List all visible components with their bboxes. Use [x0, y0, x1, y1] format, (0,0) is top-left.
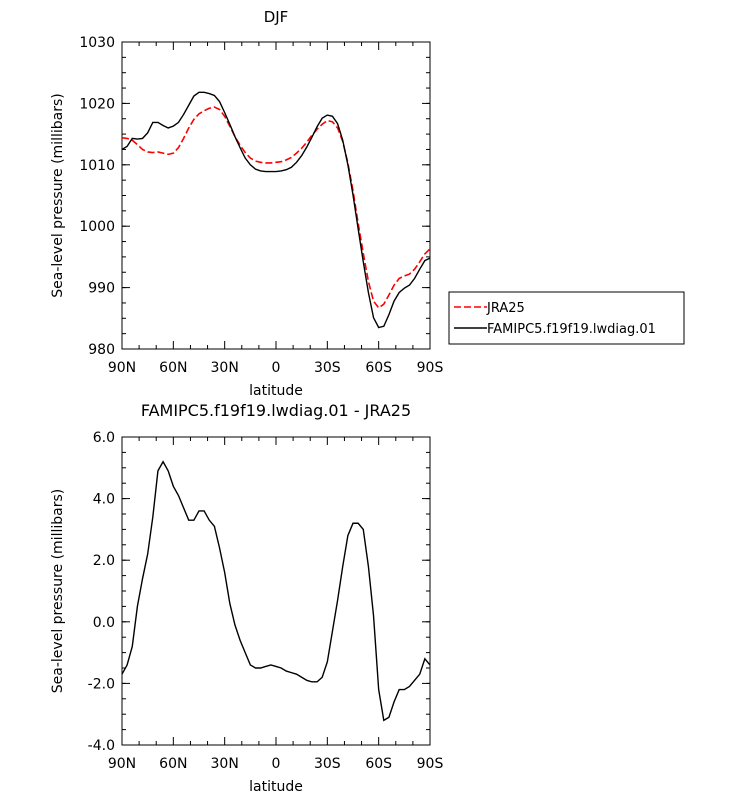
- x-tick-label: 30S: [314, 756, 341, 772]
- y-tick-label: -2.0: [88, 676, 115, 692]
- x-tick-label: 60N: [159, 360, 187, 376]
- y-tick-label: 2.0: [93, 553, 115, 569]
- x-tick-label: 0: [272, 756, 281, 772]
- y-tick-label: 1000: [79, 219, 115, 235]
- x-tick-label: 60S: [365, 360, 392, 376]
- y-tick-label: 980: [88, 342, 115, 358]
- chart-legend: JRA25 FAMIPC5.f19f19.lwdiag.01: [448, 291, 685, 345]
- x-axis-label: latitude: [249, 383, 303, 399]
- y-tick-label: 4.0: [93, 492, 115, 508]
- x-tick-label: 90N: [108, 360, 136, 376]
- y-axis-label: Sea-level pressure (millibars): [50, 489, 66, 693]
- series-line-famipc5-f19f19-lwdiag-01: [122, 91, 430, 329]
- x-tick-label: 90S: [417, 360, 444, 376]
- x-tick-label: 90S: [417, 756, 444, 772]
- series-line-jra25: [122, 106, 430, 309]
- chart-title: FAMIPC5.f19f19.lwdiag.01 - JRA25: [141, 401, 411, 420]
- x-tick-label: 30N: [211, 756, 239, 772]
- y-tick-label: 1010: [79, 158, 115, 174]
- bottom-chart-panel: FAMIPC5.f19f19.lwdiag.01 - JRA25 90N 60N 30…: [50, 401, 443, 795]
- legend-box: [448, 291, 685, 345]
- y-tick-label: 1030: [79, 35, 115, 51]
- chart-title: DJF: [264, 8, 289, 26]
- plot-frame: [121, 436, 431, 746]
- y-tick-label: 6.0: [93, 430, 115, 446]
- y-tick-label: 990: [88, 281, 115, 297]
- x-axis-label: latitude: [249, 779, 303, 795]
- top-chart-panel: DJF 90N 60N 30N 0 30S 60S 90S 980 990 1000 1010 1020…: [50, 8, 685, 399]
- y-axis-label: Sea-level pressure (millibars): [50, 93, 66, 297]
- legend-label: FAMIPC5.f19f19.lwdiag.01: [487, 322, 656, 337]
- legend-label: JRA25: [486, 301, 525, 316]
- series-line-difference: [122, 460, 430, 722]
- x-tick-label: 60N: [159, 756, 187, 772]
- x-tick-label: 90N: [108, 756, 136, 772]
- x-tick-label: 30S: [314, 360, 341, 376]
- x-tick-label: 30N: [211, 360, 239, 376]
- x-tick-label: 0: [272, 360, 281, 376]
- y-tick-label: 0.0: [93, 615, 115, 631]
- y-tick-label: -4.0: [88, 738, 115, 754]
- x-tick-label: 60S: [365, 756, 392, 772]
- y-tick-label: 1020: [79, 96, 115, 112]
